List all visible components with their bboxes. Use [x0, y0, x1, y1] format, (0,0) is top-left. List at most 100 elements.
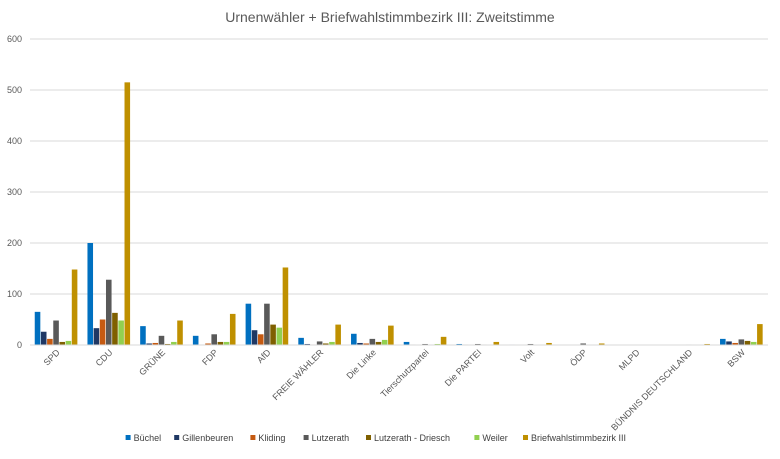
bar	[140, 326, 146, 345]
chart-title: Urnenwähler + Briefwahlstimmbezirk III: …	[225, 9, 555, 25]
legend-label: Kliding	[258, 433, 285, 443]
y-tick-label: 400	[7, 136, 22, 146]
legend-label: Weiler	[482, 433, 507, 443]
bar	[493, 341, 500, 345]
y-axis-ticks: 0 100 200 300 400 500 600	[7, 34, 22, 350]
bar	[580, 343, 586, 345]
gridlines	[30, 38, 768, 295]
x-tick-label: FREIE WÄHLER	[271, 347, 326, 402]
bar	[434, 343, 441, 345]
legend-swatch	[250, 435, 256, 440]
legend-label: Briefwahlstimmbezirk III	[531, 433, 626, 443]
bars	[34, 82, 763, 345]
legend: Büchel Gillenbeuren Kliding Lutzerath Lutzer…	[125, 433, 626, 443]
bar	[440, 336, 447, 345]
bar	[704, 343, 710, 345]
bar	[99, 319, 106, 345]
bar	[422, 343, 428, 345]
bar	[192, 335, 199, 345]
x-tick-label: BSW	[725, 347, 747, 369]
x-tick-label: GRÜNE	[137, 347, 167, 377]
bar	[164, 343, 171, 345]
bar	[738, 339, 745, 345]
bar	[112, 312, 118, 345]
bar	[257, 334, 264, 345]
bar	[229, 313, 236, 345]
bar	[598, 343, 605, 345]
bar	[124, 82, 131, 345]
bar	[282, 267, 289, 345]
bar	[205, 343, 211, 345]
y-tick-label: 100	[7, 289, 22, 299]
x-tick-label: MLPD	[617, 347, 642, 372]
x-tick-label: Die Linke	[344, 347, 378, 381]
bar	[388, 325, 394, 345]
x-tick-label: CDU	[94, 347, 115, 368]
bar	[403, 341, 410, 345]
x-tick-label: Die PARTEI	[443, 347, 484, 388]
legend-label: Lutzerath - Driesch	[374, 433, 450, 443]
bar	[152, 342, 159, 345]
bar	[146, 343, 152, 345]
bar	[251, 330, 258, 345]
bar	[177, 320, 183, 345]
bar	[93, 328, 100, 345]
bar	[65, 340, 72, 345]
legend-swatch	[174, 435, 180, 440]
legend-swatch	[125, 435, 131, 440]
bar	[264, 303, 270, 345]
bar	[757, 324, 763, 345]
bar	[276, 327, 283, 345]
bar	[71, 269, 78, 345]
bar	[40, 331, 47, 345]
bar	[375, 341, 382, 345]
bar	[270, 324, 276, 345]
y-tick-label: 500	[7, 85, 22, 95]
x-tick-label: Tierschutzpartei	[379, 347, 431, 399]
bar	[335, 324, 341, 345]
bar	[298, 337, 304, 345]
bar	[171, 341, 177, 345]
bar	[245, 303, 252, 345]
x-tick-label: AfD	[255, 347, 273, 365]
legend-swatch	[474, 435, 480, 440]
x-tick-label: FDP	[200, 347, 220, 367]
bar	[474, 343, 481, 345]
bar	[546, 342, 552, 345]
y-tick-label: 300	[7, 187, 22, 197]
bar	[357, 342, 363, 345]
bar	[744, 340, 751, 345]
bar	[720, 338, 726, 345]
bar	[59, 341, 66, 345]
legend-swatch	[366, 435, 371, 440]
bar	[87, 243, 94, 345]
x-tick-label: SPD	[42, 347, 63, 368]
y-tick-label: 0	[17, 340, 22, 350]
y-tick-label: 200	[7, 238, 22, 248]
y-tick-label: 600	[7, 34, 22, 44]
legend-label: Lutzerath	[312, 433, 350, 443]
bar	[304, 343, 311, 345]
bar	[329, 341, 335, 345]
x-tick-label: Volt	[519, 347, 537, 365]
bar	[381, 339, 388, 345]
bar	[47, 338, 53, 345]
bar	[211, 334, 217, 345]
bar	[369, 338, 376, 345]
bar	[351, 333, 357, 345]
bar	[323, 343, 329, 345]
bar	[223, 341, 230, 345]
legend-label: Büchel	[134, 433, 162, 443]
bar	[53, 320, 59, 345]
x-tick-label: ÖDP	[568, 347, 589, 368]
bar	[363, 343, 369, 345]
bar	[217, 341, 224, 345]
legend-label: Gillenbeuren	[182, 433, 233, 443]
bar	[105, 279, 112, 345]
bar	[726, 341, 732, 345]
bar	[316, 341, 323, 345]
bar	[750, 341, 757, 345]
legend-swatch	[523, 435, 528, 440]
bar	[732, 342, 738, 345]
